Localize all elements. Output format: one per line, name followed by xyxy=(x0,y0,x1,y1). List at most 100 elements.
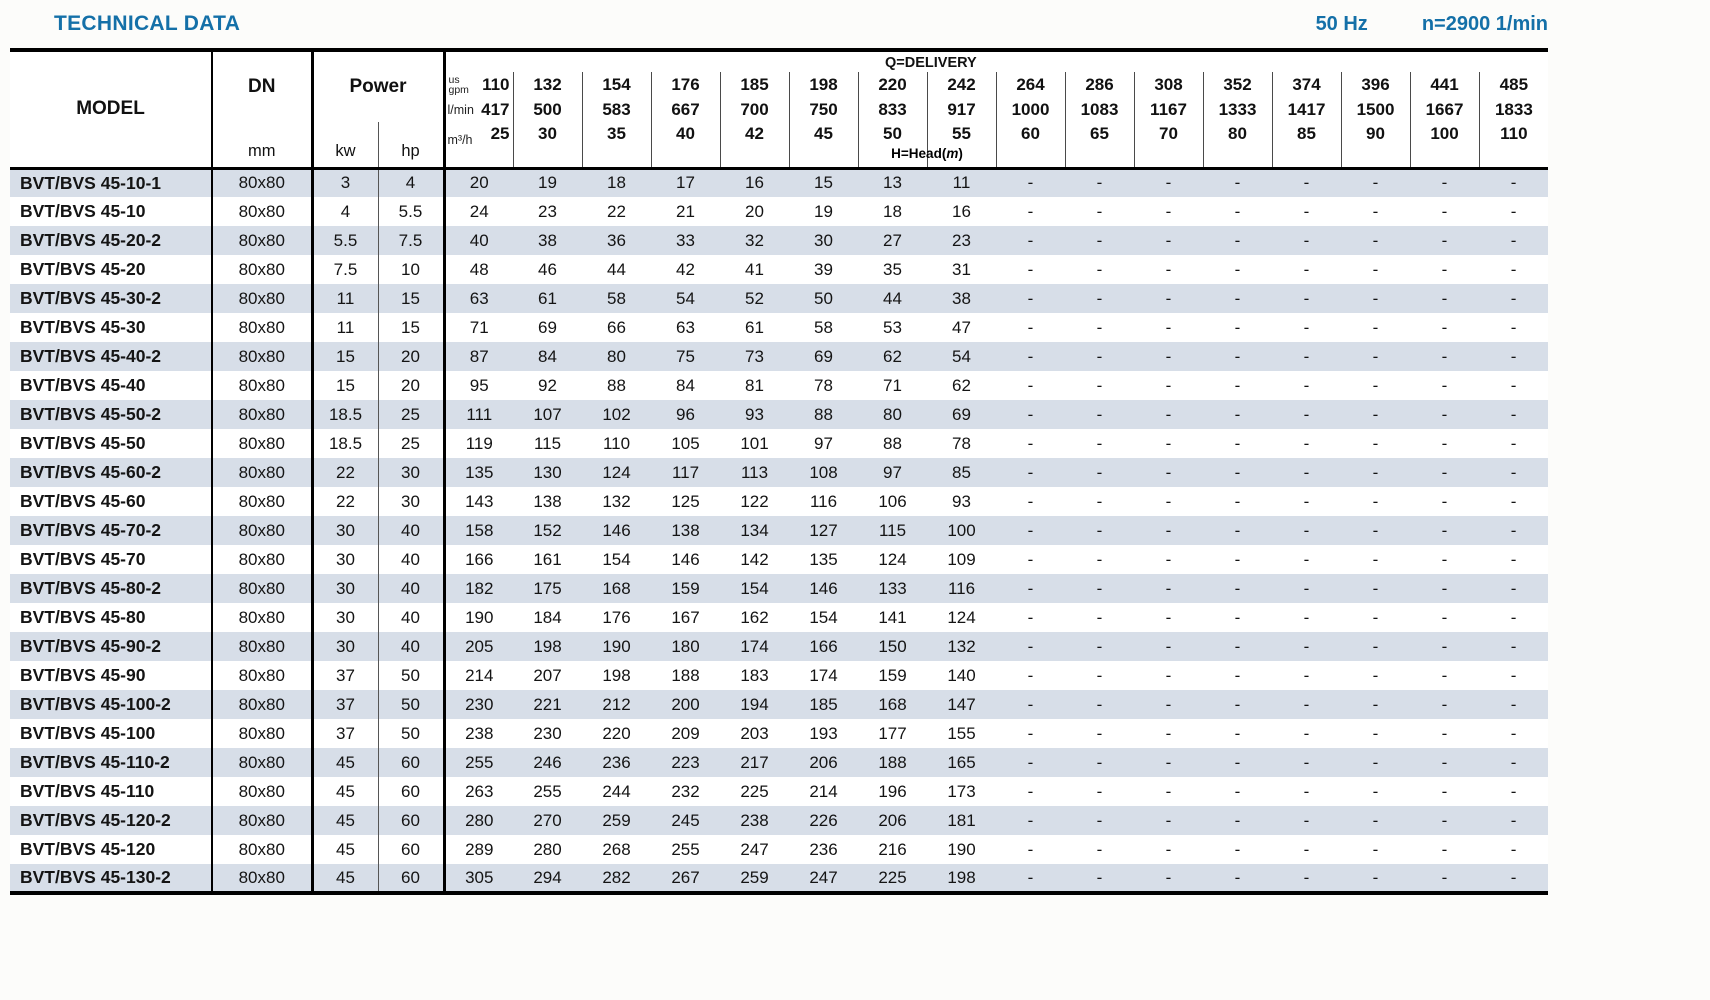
head-value-cell: 255 xyxy=(671,839,700,859)
head-value-cell: - xyxy=(1479,690,1549,719)
model-cell: BVT/BVS 45-110-2 xyxy=(10,748,212,777)
head-value-cell: - xyxy=(1479,748,1549,777)
head-value-cell: 88 xyxy=(883,433,902,453)
dn-cell: 80x80 xyxy=(211,864,312,893)
head-value-cell: 15 xyxy=(789,168,858,197)
head-value-cell: 84 xyxy=(513,342,582,371)
table-row: BVT/BVS 45-90 80x80 37 50 214 207 198 188 183 174… xyxy=(10,661,1548,690)
head-value-cell: 100 xyxy=(927,516,996,545)
delivery-m3h-number: 50 xyxy=(883,124,902,143)
head-value-cell: - xyxy=(1234,259,1241,279)
head-value-cell: - xyxy=(1441,839,1448,859)
head-value-cell: 54 xyxy=(927,342,996,371)
head-value-cell: - xyxy=(1096,723,1103,743)
head-value-cell: - xyxy=(1303,375,1310,395)
delivery-gpm-value: 308 xyxy=(1133,72,1203,97)
head-value-cell: 174 xyxy=(720,632,789,661)
delivery-lmin-number: 417 xyxy=(481,99,510,119)
head-value-cell: - xyxy=(1441,375,1448,395)
delivery-lmin-number: 1167 xyxy=(1150,99,1187,119)
head-value-cell: - xyxy=(1065,400,1134,429)
power-kw-cell: 11 xyxy=(310,284,378,313)
head-value-cell: - xyxy=(996,342,1065,371)
power-kw-cell: 4 xyxy=(310,197,378,226)
delivery-gpm-value: 198 xyxy=(788,72,858,97)
delivery-lmin-number: 700 xyxy=(740,99,769,119)
delivery-lmin-value: 500 xyxy=(512,97,582,122)
power-hp-cell: 60 xyxy=(377,806,444,835)
delivery-gpm-value: 220 xyxy=(857,72,927,97)
delivery-m3h-value: 45 xyxy=(788,122,858,170)
head-value-cell: - xyxy=(1134,458,1203,487)
head-value-cell: 217 xyxy=(720,748,789,777)
head-value-cell: - xyxy=(1410,342,1479,371)
head-value-cell: 190 xyxy=(947,839,976,859)
head-value-cell: 105 xyxy=(671,433,700,453)
dn-cell: 80x80 xyxy=(211,574,312,603)
head-value-cell: - xyxy=(1027,259,1034,279)
power-hp-cell: 60 xyxy=(377,835,444,864)
delivery-m3h-number: 55 xyxy=(952,124,971,143)
head-value-cell: 185 xyxy=(789,690,858,719)
head-value-cell: - xyxy=(1303,317,1310,337)
head-value-cell: - xyxy=(1027,723,1034,743)
head-value-cell: - xyxy=(1203,632,1272,661)
head-value-cell: 159 xyxy=(878,665,907,685)
head-value-cell: 230 xyxy=(533,723,562,743)
head-value-cell: 167 xyxy=(671,607,700,627)
delivery-m3h-value: 60 xyxy=(995,122,1065,170)
head-value-cell: - xyxy=(1027,781,1034,801)
head-value-cell: 124 xyxy=(582,458,651,487)
model-cell: BVT/BVS 45-130-2 xyxy=(10,864,212,893)
head-value-cell: - xyxy=(1341,342,1410,371)
head-value-cell: - xyxy=(1203,864,1272,893)
model-cell: BVT/BVS 45-90 xyxy=(20,665,146,685)
head-value-cell: 96 xyxy=(651,400,720,429)
head-value-cell: 154 xyxy=(720,574,789,603)
head-value-cell: - xyxy=(1372,839,1379,859)
power-hp-cell: 60 xyxy=(377,748,444,777)
model-cell: BVT/BVS 45-120-2 xyxy=(10,806,212,835)
head-value-cell: 168 xyxy=(582,574,651,603)
head-value-cell: 232 xyxy=(671,781,700,801)
delivery-gpm-number: 485 xyxy=(1499,74,1529,94)
head-value-cell: 238 xyxy=(720,806,789,835)
head-value-cell: 62 xyxy=(858,342,927,371)
dn-cell: 80x80 xyxy=(211,719,312,748)
head-value-cell: 97 xyxy=(858,458,927,487)
delivery-gpm-value: 154 xyxy=(581,72,651,97)
head-value-cell: - xyxy=(1510,781,1517,801)
model-cell: BVT/BVS 45-10-1 xyxy=(10,168,212,197)
head-value-cell: 17 xyxy=(651,168,720,197)
model-cell: BVT/BVS 45-80-2 xyxy=(10,574,212,603)
delivery-m3h-value: 80 xyxy=(1202,122,1272,170)
dn-cell: 80x80 xyxy=(211,284,312,313)
head-value-cell: 142 xyxy=(740,549,769,569)
head-value-cell: 268 xyxy=(602,839,631,859)
head-value-cell: 225 xyxy=(858,864,927,893)
head-value-cell: - xyxy=(1341,632,1410,661)
head-value-cell: 81 xyxy=(745,375,764,395)
head-value-cell: - xyxy=(1065,458,1134,487)
head-value-cell: 294 xyxy=(513,864,582,893)
table-row: BVT/BVS 45-120 80x80 45 60 289 280 268 255 247 23… xyxy=(10,835,1548,864)
head-value-cell: 247 xyxy=(740,839,769,859)
head-value-cell: 101 xyxy=(740,433,769,453)
delivery-gpm-number: 264 xyxy=(1016,74,1045,94)
delivery-lmin-number: 1667 xyxy=(1425,99,1464,119)
head-value-cell: - xyxy=(1410,748,1479,777)
head-value-cell: 11 xyxy=(927,168,996,197)
delivery-m3h-value: 30 xyxy=(512,122,582,170)
delivery-m3h-value: 65 xyxy=(1064,122,1134,170)
model-column-header: MODEL xyxy=(10,50,212,170)
head-value-cell: 206 xyxy=(858,806,927,835)
head-value-cell: - xyxy=(1165,433,1172,453)
delivery-lmin-value: 1000 xyxy=(995,97,1065,122)
delivery-m3h-number: 40 xyxy=(676,124,695,143)
head-value-cell: 140 xyxy=(947,665,976,685)
delivery-m3h-number: 35 xyxy=(607,124,626,143)
head-value-cell: - xyxy=(1303,491,1310,511)
head-value-cell: 18 xyxy=(582,168,651,197)
head-value-cell: - xyxy=(1341,748,1410,777)
head-value-cell: - xyxy=(1203,806,1272,835)
